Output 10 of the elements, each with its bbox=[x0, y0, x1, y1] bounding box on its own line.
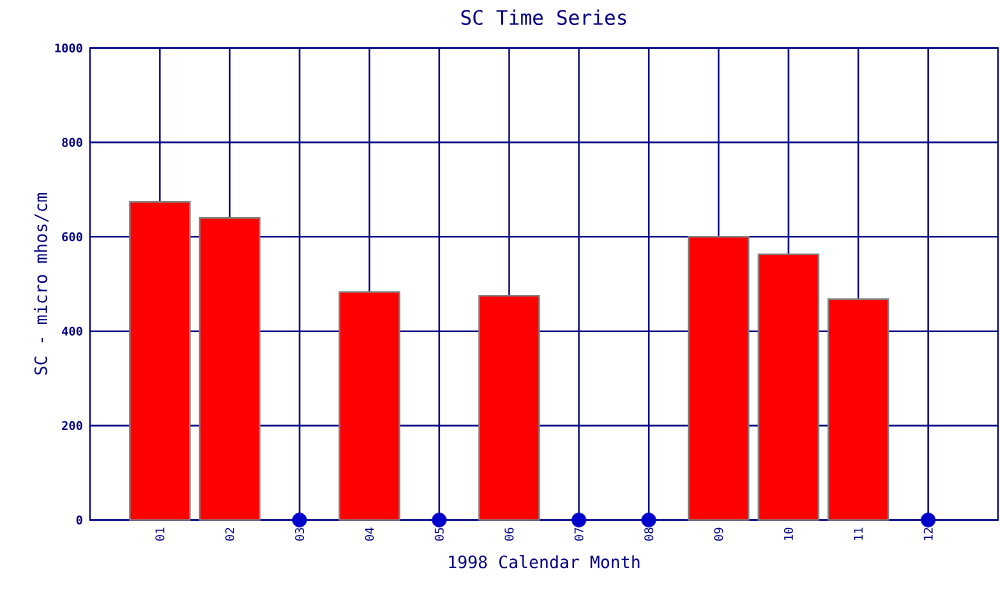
bar bbox=[827, 298, 890, 521]
bar bbox=[198, 217, 261, 521]
bar bbox=[478, 295, 540, 521]
bar bbox=[687, 236, 750, 521]
bar bbox=[757, 253, 820, 521]
bar bbox=[338, 291, 401, 521]
chart-title: SC Time Series bbox=[461, 9, 627, 25]
y-axis-title: SC - micro mhos/cm bbox=[34, 193, 49, 375]
x-axis-title: 1998 Calendar Month bbox=[449, 555, 640, 569]
bar bbox=[129, 201, 191, 521]
